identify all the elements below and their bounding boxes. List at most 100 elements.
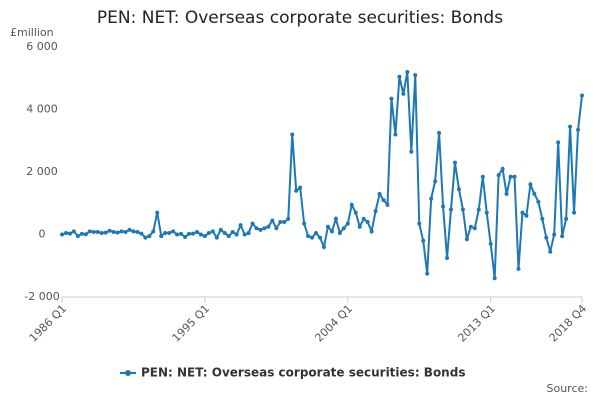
data-point [516, 266, 521, 271]
data-point [278, 220, 283, 224]
data-point [488, 241, 493, 246]
data-point [282, 220, 287, 224]
legend-label: PEN: NET: Overseas corporate securities:… [141, 366, 465, 380]
data-point [290, 132, 295, 137]
data-point [107, 228, 112, 233]
data-point [437, 130, 442, 135]
data-point [345, 221, 350, 226]
data-point [460, 207, 465, 212]
data-point [310, 235, 315, 240]
data-point [254, 226, 259, 231]
data-point [464, 237, 469, 242]
data-point [198, 232, 203, 237]
data-point [131, 229, 136, 234]
data-point [341, 226, 346, 231]
data-point [329, 229, 334, 234]
data-point [480, 174, 485, 179]
data-point [548, 249, 553, 254]
data-point [369, 229, 374, 234]
data-point [456, 187, 461, 192]
data-point [230, 230, 235, 234]
data-point [572, 210, 577, 215]
data-point [214, 235, 219, 240]
data-point [361, 216, 366, 221]
data-point [357, 224, 362, 229]
data-point [91, 230, 96, 234]
data-point [302, 221, 307, 226]
data-point [286, 216, 291, 221]
data-point [556, 140, 561, 145]
data-point [190, 231, 195, 236]
data-point [266, 224, 271, 229]
data-point [441, 204, 446, 209]
data-point [147, 234, 152, 239]
data-point [425, 271, 430, 276]
data-point [449, 207, 454, 212]
data-point [167, 230, 172, 235]
data-point [127, 227, 132, 232]
data-point [321, 245, 326, 249]
y-tick-label: 4 000 [26, 103, 58, 116]
data-point [187, 231, 192, 236]
data-point [560, 234, 565, 239]
data-point [433, 179, 438, 184]
x-tick-label: 2013 Q1 [455, 302, 498, 345]
data-point [306, 234, 311, 239]
x-tick-label: 2004 Q1 [313, 302, 356, 345]
data-point [218, 227, 223, 232]
data-point [504, 191, 509, 196]
data-point [445, 255, 450, 260]
legend-marker [125, 370, 131, 376]
data-point [63, 230, 68, 235]
data-point [60, 232, 64, 237]
y-tick-label: 0 [39, 228, 46, 241]
data-point [87, 229, 92, 234]
data-point [318, 235, 323, 240]
data-point [298, 185, 303, 190]
data-point [524, 213, 529, 218]
data-point [262, 226, 267, 231]
data-point [353, 210, 358, 215]
data-point [568, 124, 573, 129]
data-point [183, 235, 188, 239]
data-point [452, 160, 457, 165]
data-point [409, 149, 414, 154]
data-point [242, 232, 247, 237]
data-point [564, 216, 569, 221]
data-point [413, 73, 418, 78]
data-point [314, 230, 319, 235]
data-point [484, 210, 489, 215]
data-point [75, 234, 80, 239]
data-point [401, 91, 406, 96]
data-point [544, 235, 549, 240]
data-point [377, 191, 382, 196]
data-point [512, 174, 517, 179]
data-point [155, 210, 160, 215]
data-point [333, 216, 338, 221]
data-point [258, 227, 263, 232]
y-tick-label: 6 000 [26, 40, 58, 53]
data-point [496, 173, 501, 178]
data-point [421, 238, 426, 243]
data-point [536, 199, 541, 204]
data-point [103, 230, 108, 235]
x-tick-label: 2018 Q4 [547, 302, 590, 345]
data-point [325, 224, 330, 229]
data-point [417, 221, 422, 226]
data-point [468, 224, 473, 229]
data-point [540, 216, 545, 221]
data-point [246, 230, 251, 235]
data-point [67, 231, 72, 236]
data-point [580, 93, 584, 98]
data-point [143, 235, 148, 240]
data-point [119, 229, 124, 234]
data-point [234, 232, 239, 237]
data-point [95, 230, 100, 234]
x-tick-label: 1995 Q1 [170, 302, 213, 345]
data-point [238, 223, 243, 228]
data-point [163, 230, 168, 235]
chart-title: PEN: NET: Overseas corporate securities:… [97, 8, 503, 28]
data-point [99, 230, 104, 235]
data-point [393, 132, 398, 137]
